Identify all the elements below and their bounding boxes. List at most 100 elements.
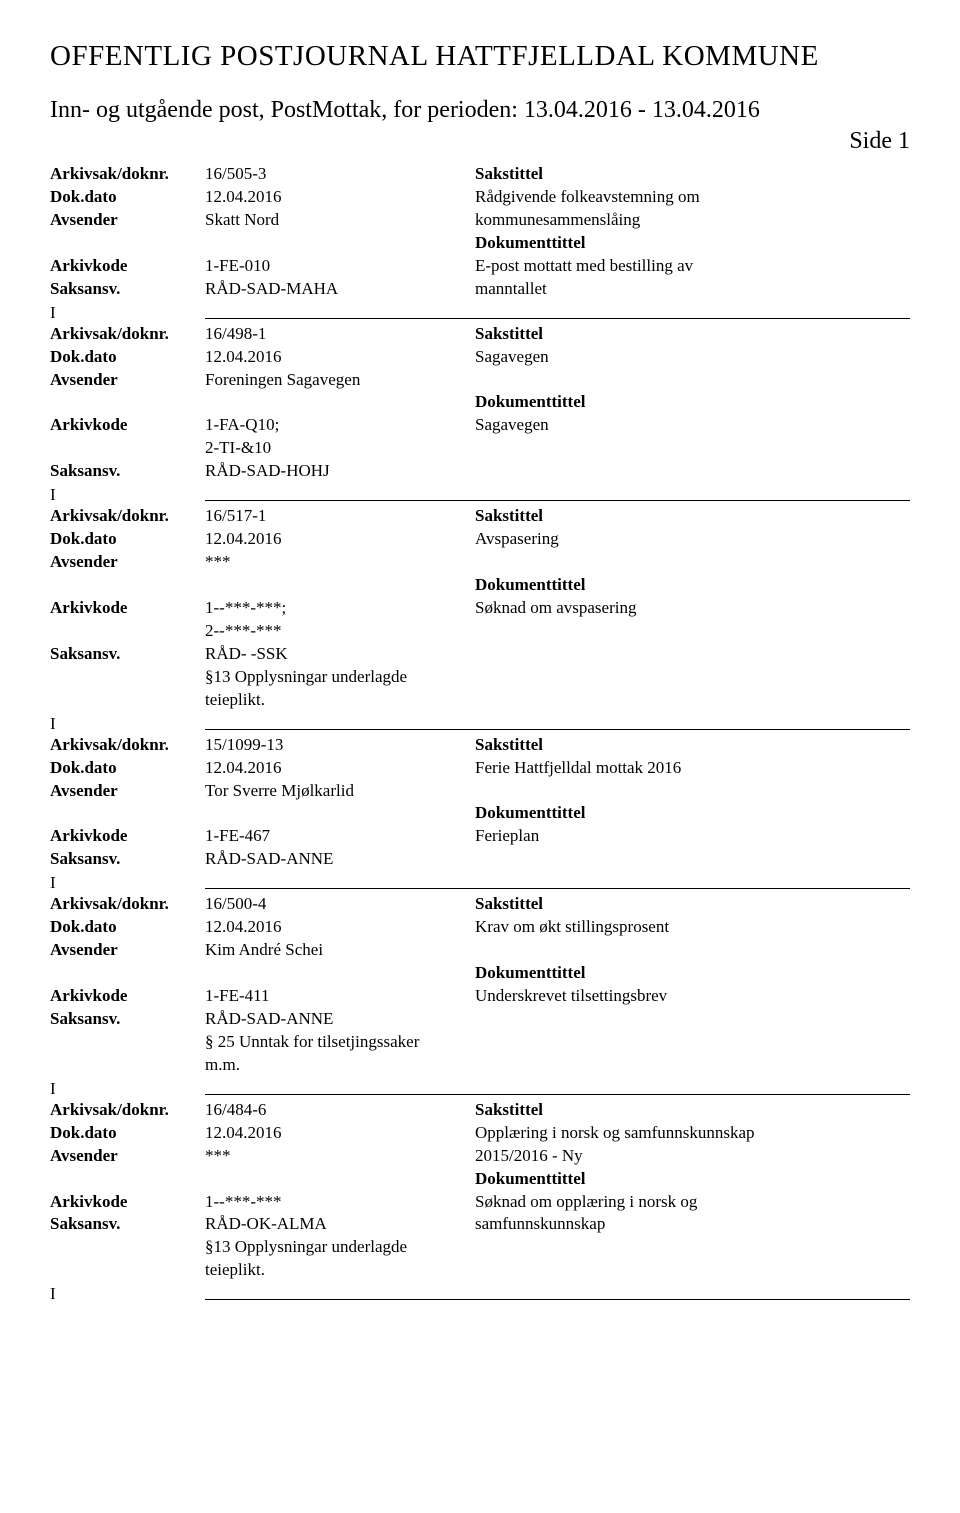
- note-value: m.m.: [205, 1054, 475, 1077]
- avsender-label: Avsender: [50, 369, 205, 392]
- dokumenttittel-value-cont: [475, 1008, 910, 1031]
- journal-entry: IArkivsak/doknr.15/1099-13Sakstittel Dok.…: [50, 714, 910, 874]
- direction-letter: I: [50, 714, 205, 734]
- sakstittel-value: Ferie Hattfjelldal mottak 2016: [475, 757, 910, 780]
- arkivkode-value-cont: 2-TI-&10: [205, 437, 475, 460]
- sakstittel-value: Rådgivende folkeavstemning om: [475, 186, 910, 209]
- arkivsak-value: 16/484-6: [205, 1099, 475, 1122]
- arkivsak-value: 15/1099-13: [205, 734, 475, 757]
- journal-entry: IArkivsak/doknr.16/500-4SakstittelDok.da…: [50, 873, 910, 1079]
- dokdata-value: 12.04.2016: [205, 186, 475, 209]
- avsender-value: Foreningen Sagavegen: [205, 369, 475, 392]
- dokumenttittel-label: Dokumenttittel: [475, 232, 910, 255]
- dokumenttittel-value-cont: [475, 460, 910, 483]
- dokumenttittel-value: Sagavegen: [475, 414, 910, 437]
- dokdata-value: 12.04.2016: [205, 528, 475, 551]
- arkivsak-label: Arkivsak/doknr.: [50, 734, 205, 757]
- direction-row: I: [50, 873, 910, 893]
- arkivsak-value: 16/498-1: [205, 323, 475, 346]
- note-value: teieplikt.: [205, 1259, 475, 1282]
- sakstittel-label: Sakstittel: [475, 323, 910, 346]
- direction-letter: I: [50, 485, 205, 505]
- dokumenttittel-label: Dokumenttittel: [475, 802, 910, 825]
- avsender-label: Avsender: [50, 209, 205, 232]
- separator-line: [205, 500, 910, 501]
- sakstittel-label: Sakstittel: [475, 163, 910, 186]
- journal-entry: IArkivsak/doknr.16/498-1Sakstittel Dok.da…: [50, 303, 910, 486]
- direction-row: I: [50, 303, 910, 323]
- arkivkode-label: Arkivkode: [50, 985, 205, 1008]
- saksansv-value: RÅD-OK-ALMA: [205, 1213, 475, 1236]
- saksansv-label: Saksansv.: [50, 1213, 205, 1236]
- direction-row: I: [50, 714, 910, 734]
- dokumenttittel-value-cont: [475, 620, 910, 643]
- avsender-label: Avsender: [50, 780, 205, 803]
- arkivkode-value: 1-FA-Q10;: [205, 414, 475, 437]
- direction-letter: I: [50, 1079, 205, 1099]
- saksansv-value: RÅD-SAD-ANNE: [205, 1008, 475, 1031]
- dokumenttittel-label: Dokumenttittel: [475, 1168, 910, 1191]
- dokdata-value: 12.04.2016: [205, 916, 475, 939]
- arkivkode-label: Arkivkode: [50, 1191, 205, 1214]
- dokumenttittel-label: Dokumenttittel: [475, 574, 910, 597]
- arkivkode-value: 1-FE-411: [205, 985, 475, 1008]
- avsender-value: Kim André Schei: [205, 939, 475, 962]
- separator-line: [205, 1299, 910, 1300]
- arkivkode-value: 1-FE-467: [205, 825, 475, 848]
- dokumenttittel-label: Dokumenttittel: [475, 391, 910, 414]
- sakstittel-label: Sakstittel: [475, 734, 910, 757]
- dokdata-value: 12.04.2016: [205, 1122, 475, 1145]
- sakstittel-label: Sakstittel: [475, 893, 910, 916]
- saksansv-label: Saksansv.: [50, 848, 205, 871]
- avsender-label: Avsender: [50, 1145, 205, 1168]
- dokumenttittel-value: Underskrevet tilsettingsbrev: [475, 985, 910, 1008]
- dokdata-value: 12.04.2016: [205, 757, 475, 780]
- dokumenttittel-value: E-post mottatt med bestilling av: [475, 255, 910, 278]
- arkivkode-value: 1-FE-010: [205, 255, 475, 278]
- note-value: teieplikt.: [205, 689, 475, 712]
- saksansv-label: Saksansv.: [50, 460, 205, 483]
- sakstittel-value-cont: [475, 369, 910, 392]
- arkivkode-value: 1--***-***: [205, 1191, 475, 1214]
- dokdata-label: Dok.dato: [50, 346, 205, 369]
- sakstittel-value: Opplæring i norsk og samfunnskunnskap: [475, 1122, 910, 1145]
- page-subtitle: Inn- og utgående post, PostMottak, for p…: [50, 97, 910, 124]
- sakstittel-label: Sakstittel: [475, 505, 910, 528]
- arkivkode-label: Arkivkode: [50, 255, 205, 278]
- dokumenttittel-label: Dokumenttittel: [475, 962, 910, 985]
- dokdata-label: Dok.dato: [50, 528, 205, 551]
- journal-entry: Arkivsak/doknr.16/505-3Sakstittel Dok.dat…: [50, 163, 910, 303]
- sakstittel-value: Sagavegen: [475, 346, 910, 369]
- dokumenttittel-value-cont: [475, 848, 910, 871]
- note-value: § 25 Unntak for tilsetjingssaker: [205, 1031, 475, 1054]
- arkivsak-label: Arkivsak/doknr.: [50, 323, 205, 346]
- arkivkode-label: Arkivkode: [50, 597, 205, 620]
- journal-entry: IArkivsak/doknr.16/484-6SakstittelDok.da…: [50, 1079, 910, 1285]
- dokumenttittel-value-cont: manntallet: [475, 278, 910, 301]
- dokumenttittel-value: Søknad om avspasering: [475, 597, 910, 620]
- dokumenttittel-value: Ferieplan: [475, 825, 910, 848]
- avsender-label: Avsender: [50, 551, 205, 574]
- direction-letter: I: [50, 1284, 205, 1304]
- avsender-label: Avsender: [50, 939, 205, 962]
- saksansv-value: RÅD- -SSK: [205, 643, 475, 666]
- dokumenttittel-value-cont: samfunnskunnskap: [475, 1213, 910, 1236]
- arkivsak-value: 16/505-3: [205, 163, 475, 186]
- arkivkode-label: Arkivkode: [50, 825, 205, 848]
- saksansv-label: Saksansv.: [50, 1008, 205, 1031]
- arkivsak-label: Arkivsak/doknr.: [50, 163, 205, 186]
- dokdata-label: Dok.dato: [50, 186, 205, 209]
- dokumenttittel-value-cont: [475, 643, 910, 666]
- dokdata-label: Dok.dato: [50, 757, 205, 780]
- sakstittel-value-cont: kommunesammenslåing: [475, 209, 910, 232]
- arkivsak-value: 16/517-1: [205, 505, 475, 528]
- separator-line: [205, 318, 910, 319]
- dokdata-label: Dok.dato: [50, 1122, 205, 1145]
- avsender-value: ***: [205, 1145, 475, 1168]
- note-value: §13 Opplysningar underlagde: [205, 666, 475, 689]
- separator-line: [205, 1094, 910, 1095]
- sakstittel-label: Sakstittel: [475, 1099, 910, 1122]
- entries-list: Arkivsak/doknr.16/505-3SakstittelDok.dat…: [50, 163, 910, 1304]
- arkivkode-value: 1--***-***;: [205, 597, 475, 620]
- direction-row: I: [50, 1079, 910, 1099]
